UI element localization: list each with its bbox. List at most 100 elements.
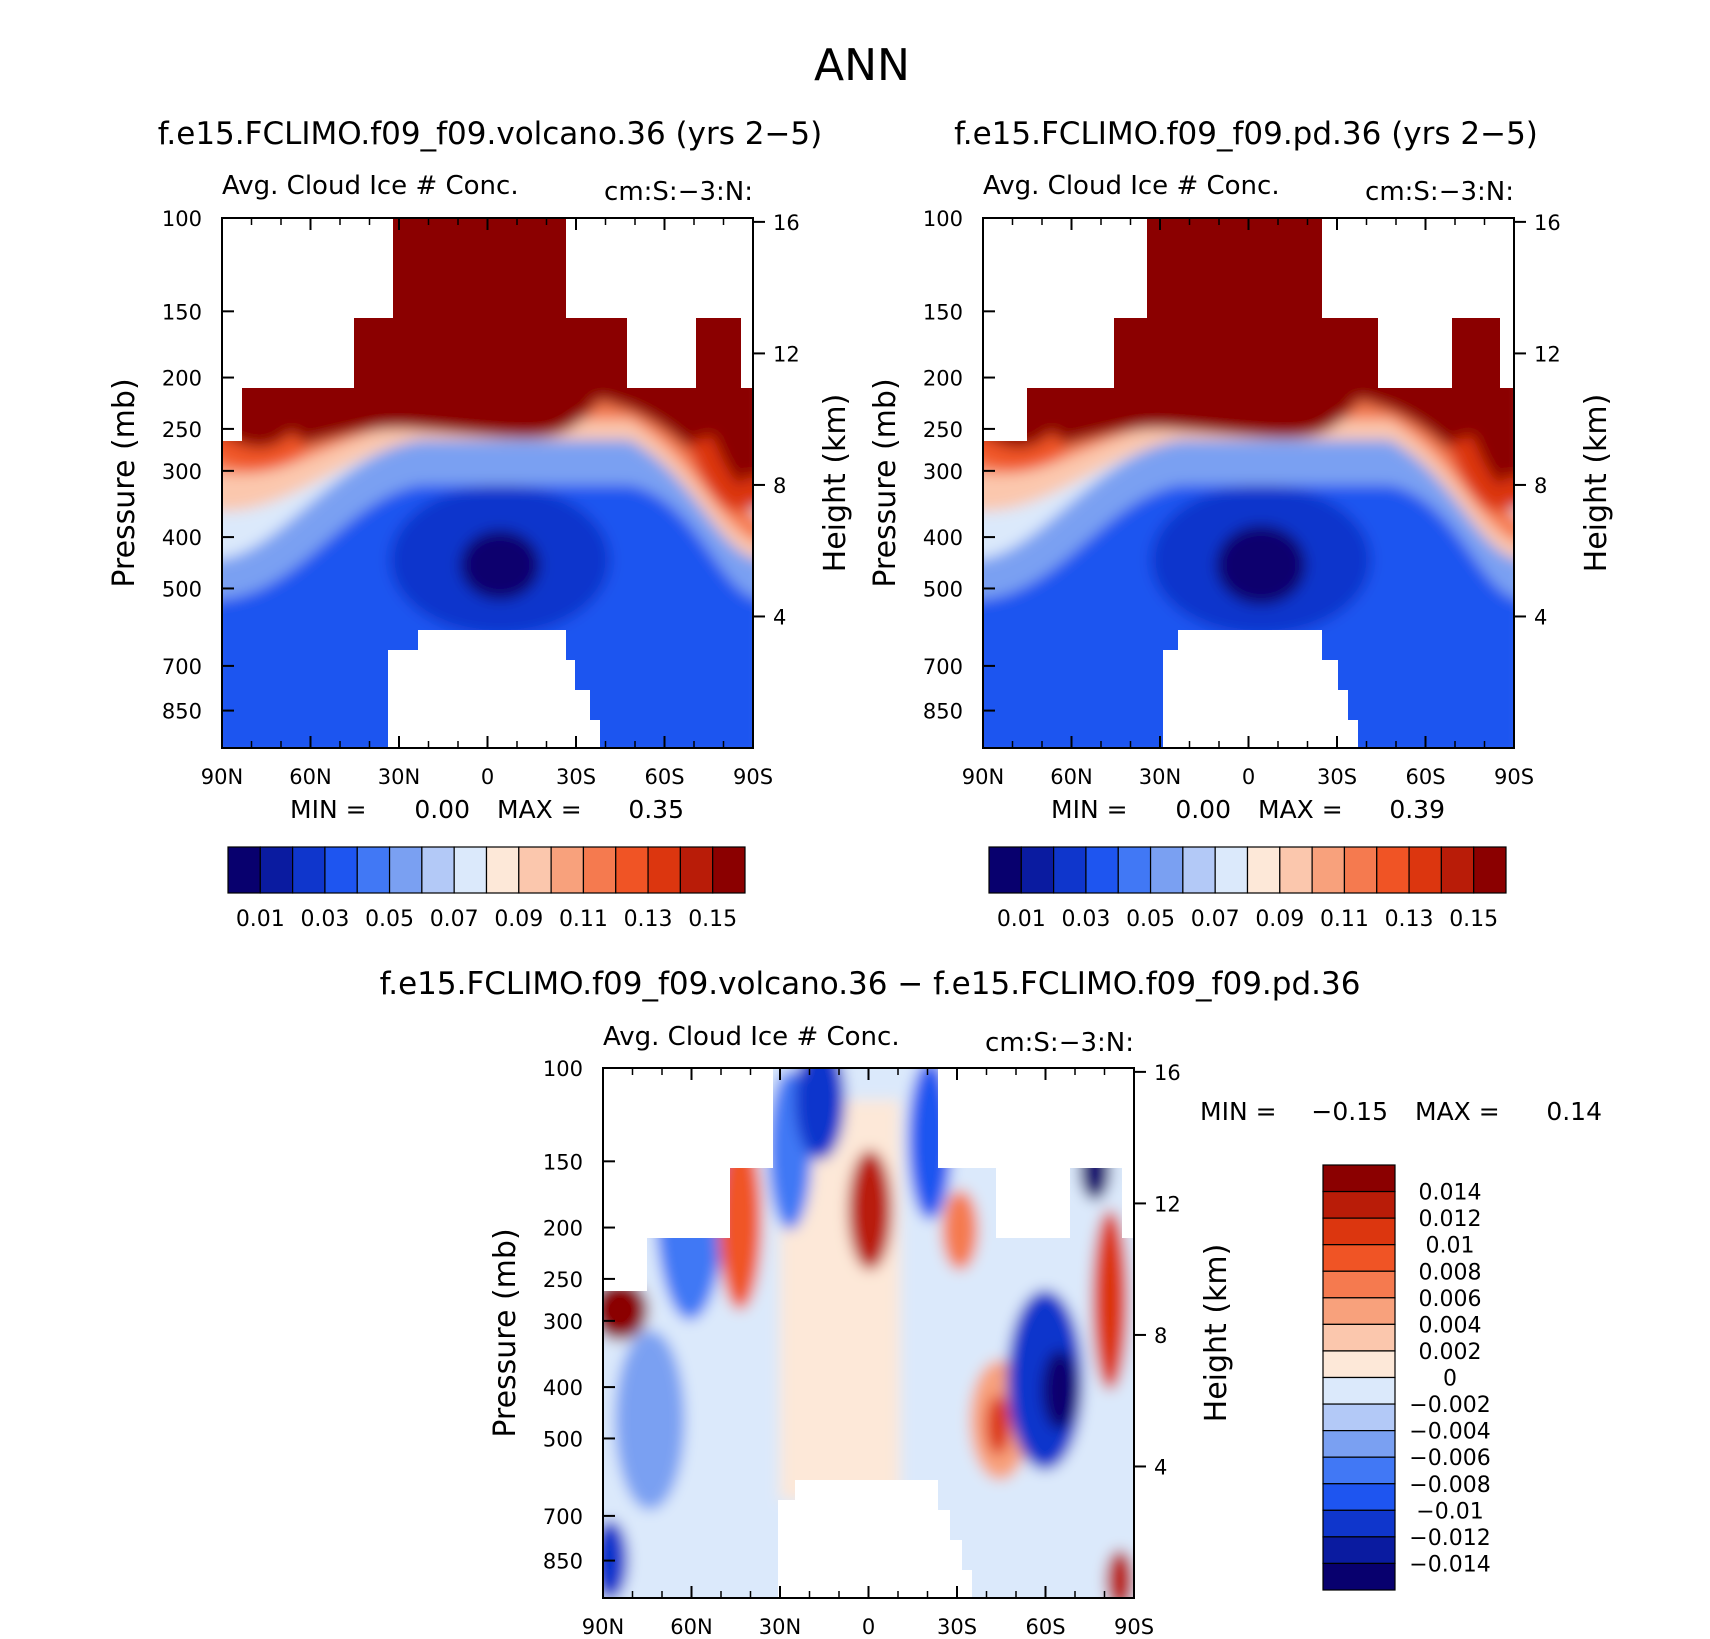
panel-diff-colorbar-label: −0.01 — [1416, 1499, 1483, 1524]
panel-pd-max-value: 0.39 — [1389, 795, 1445, 824]
panel-volcano-colorbar-swatch — [227, 846, 261, 894]
panel-diff-y2tick-label: 16 — [1154, 1061, 1181, 1085]
panel-pd-ytick-label: 250 — [923, 418, 963, 442]
panel-pd-xtick-label: 30S — [1317, 765, 1357, 789]
panel-volcano-y2label: Height (km) — [818, 394, 853, 573]
panel-volcano-y2tick-label: 16 — [773, 211, 800, 235]
panel-pd-colorbar-label: 0.13 — [1385, 907, 1434, 932]
panel-pd-colorbar-label: 0.03 — [1061, 907, 1110, 932]
panel-volcano-colorbar-swatch — [615, 846, 649, 894]
panel-diff-colorbar-swatch — [1322, 1562, 1396, 1591]
panel-pd-ytick-label: 400 — [923, 526, 963, 550]
panel-pd-colorbar-swatch — [1020, 846, 1055, 894]
panel-pd: f.e15.FCLIMO.f09_f09.pd.36 (yrs 2−5) Avg… — [868, 116, 1614, 932]
panel-volcano-ticks: 90N 60N 30N 0 30S 60S 90S 100 150 200 250 300 400 500… — [162, 207, 800, 789]
panel-volcano-case-title: f.e15.FCLIMO.f09_f09.volcano.36 (yrs 2−5… — [158, 116, 823, 152]
panel-diff-xtick-label: 0 — [862, 1615, 875, 1639]
panel-pd-colorbar-label: 0.05 — [1126, 907, 1175, 932]
panel-volcano-xtick-label: 90N — [201, 765, 243, 789]
panel-pd-colorbar-swatch — [988, 846, 1022, 894]
panel-diff-colorbar-swatch — [1322, 1190, 1396, 1219]
panel-diff-colorbar-swatch — [1322, 1297, 1396, 1325]
panel-pd-y2tick-label: 8 — [1534, 474, 1547, 498]
panel-pd-colorbar-swatch — [1149, 846, 1184, 894]
panel-volcano-xtick-label: 60S — [644, 765, 684, 789]
panel-volcano-units: cm:S:−3:N: — [604, 177, 753, 207]
panel-diff-ytick-label: 400 — [543, 1376, 583, 1400]
panel-diff-units: cm:S:−3:N: — [985, 1028, 1134, 1058]
panel-volcano-variable: Avg. Cloud Ice # Conc. — [222, 171, 519, 201]
panel-diff-colorbar-swatch — [1322, 1376, 1396, 1405]
panel-diff-colorbar-swatch — [1322, 1217, 1396, 1246]
panel-pd-colorbar-label: 0.09 — [1255, 907, 1304, 932]
panel-volcano-ytick-label: 300 — [162, 460, 202, 484]
panel-diff-min-label: MIN = — [1200, 1097, 1277, 1126]
panel-pd-colorbar-swatch — [1408, 846, 1442, 894]
panel-volcano-colorbar-label: 0.03 — [300, 907, 349, 932]
panel-pd-colorbar-swatch — [1279, 846, 1313, 894]
panel-diff-xtick-label: 90S — [1114, 1615, 1154, 1639]
panel-diff-ytick-label: 850 — [543, 1550, 583, 1574]
panel-pd-ytick-label: 200 — [923, 367, 963, 391]
panel-pd-xtick-label: 60N — [1050, 765, 1092, 789]
panel-diff-colorbar-label: −0.008 — [1409, 1473, 1490, 1498]
panel-diff-colorbar-label: 0.014 — [1419, 1181, 1482, 1206]
panel-pd-colorbar-label: 0.15 — [1449, 907, 1498, 932]
panel-volcano-ytick-label: 850 — [162, 700, 202, 724]
panel-volcano-colorbar-swatch — [421, 846, 455, 894]
panel-pd-units: cm:S:−3:N: — [1365, 177, 1514, 207]
panel-diff-y2tick-label: 4 — [1154, 1455, 1167, 1479]
panel-volcano-colorbar-label: 0.01 — [236, 907, 285, 932]
panel-volcano-colorbar-swatch — [324, 846, 358, 894]
panel-pd-ytick-label: 150 — [923, 300, 963, 324]
panel-diff-ticks: 90N 60N 30N 0 30S 60S 90S 100 150 200 250 300 400 500… — [543, 1057, 1181, 1639]
panel-volcano-y2tick-label: 8 — [773, 474, 786, 498]
panel-diff-colorbar-label: 0 — [1443, 1367, 1457, 1392]
panel-volcano-colorbar-swatch — [453, 846, 488, 894]
panel-volcano-ytick-label: 200 — [162, 367, 202, 391]
panel-diff-colorbar-swatch — [1322, 1350, 1396, 1379]
panel-pd-colorbar: 0.01 0.03 0.05 0.07 0.09 0.11 0.13 0.15 — [988, 846, 1507, 932]
panel-pd-colorbar-label: 0.01 — [997, 907, 1046, 932]
panel-diff-xtick-label: 30S — [937, 1615, 977, 1639]
panel-diff-colorbar-swatch — [1322, 1430, 1396, 1458]
panel-diff-xtick-label: 30N — [759, 1615, 801, 1639]
panel-pd-xtick-label: 30N — [1139, 765, 1181, 789]
panel-pd-colorbar-swatch — [1214, 846, 1249, 894]
panel-diff-colorbar-swatch — [1322, 1270, 1396, 1299]
panel-pd-ytick-label: 100 — [923, 207, 963, 231]
panel-volcano-colorbar-label: 0.11 — [559, 907, 608, 932]
panel-volcano-colorbar-swatch — [712, 846, 746, 894]
panel-volcano-colorbar: 0.01 0.03 0.05 0.07 0.09 0.11 0.13 0.15 — [227, 846, 746, 932]
panel-diff-ytick-label: 300 — [543, 1310, 583, 1334]
panel-pd-colorbar-swatch — [1343, 846, 1378, 894]
panel-diff-colorbar-label: −0.014 — [1409, 1552, 1490, 1577]
panel-volcano-xtick-label: 0 — [481, 765, 494, 789]
panel-pd-y2tick-label: 12 — [1534, 342, 1561, 366]
panel-volcano-colorbar-label: 0.05 — [365, 907, 414, 932]
panel-volcano-colorbar-label: 0.09 — [494, 907, 543, 932]
panel-pd-plot — [983, 218, 1514, 748]
panel-pd-xtick-label: 90N — [962, 765, 1004, 789]
panel-volcano-colorbar-swatch — [356, 846, 391, 894]
panel-volcano-colorbar-swatch — [582, 846, 617, 894]
panel-diff-y2tick-label: 12 — [1154, 1192, 1181, 1216]
panel-diff-ytick-label: 200 — [543, 1217, 583, 1241]
panel-diff-ytick-label: 150 — [543, 1150, 583, 1174]
panel-diff-colorbar-label: 0.012 — [1419, 1207, 1482, 1232]
panel-diff-case-title: f.e15.FCLIMO.f09_f09.volcano.36 − f.e15.… — [380, 966, 1361, 1002]
panel-pd-ticks: 90N 60N 30N 0 30S 60S 90S 100 150 200 250 300 400 500… — [923, 207, 1561, 789]
panel-volcano-ytick-label: 150 — [162, 300, 202, 324]
panel-pd-colorbar-swatch — [1246, 846, 1281, 894]
panel-diff-colorbar: 0.0140.0120.010.0080.0060.0040.0020−0.00… — [1322, 1164, 1491, 1591]
panel-volcano-max-label: MAX = — [497, 795, 582, 824]
panel-pd-min-label: MIN = — [1051, 795, 1128, 824]
panel-pd-colorbar-swatch — [1440, 846, 1475, 894]
panel-pd-ylabel: Pressure (mb) — [868, 378, 903, 587]
panel-pd-ytick-label: 700 — [923, 655, 963, 679]
panel-volcano-ylabel: Pressure (mb) — [107, 378, 142, 587]
panel-diff-max-value: 0.14 — [1546, 1097, 1602, 1126]
panel-volcano-max-value: 0.35 — [628, 795, 684, 824]
panel-diff-colorbar-label: −0.012 — [1409, 1526, 1490, 1551]
